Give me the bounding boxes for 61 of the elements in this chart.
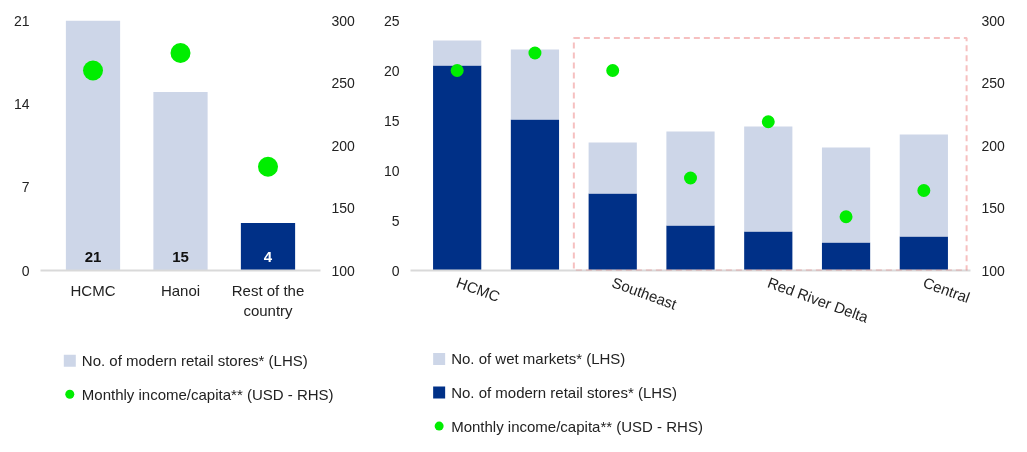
legend-label: No. of modern retail stores* (LHS) [81, 352, 308, 370]
y2-tick-label: 300 [331, 12, 356, 29]
bar [433, 40, 482, 66]
point [839, 210, 853, 224]
x-tick-label: HCMC [70, 281, 116, 299]
y-tick-label: 15 [383, 112, 400, 129]
y-tick-label: 21 [13, 12, 30, 29]
bar [821, 242, 871, 271]
bar [433, 65, 482, 271]
y-tick-label: 0 [21, 262, 30, 279]
point [606, 64, 620, 77]
y-tick-label: 14 [13, 95, 30, 112]
y2-tick-label: 200 [331, 137, 356, 154]
point [450, 64, 464, 77]
x-tick-label: Rest of the country [231, 281, 305, 319]
bar [510, 119, 560, 271]
bar [510, 49, 560, 120]
y2-tick-label: 150 [981, 200, 1006, 216]
x-tick-label: Red River Delta [765, 273, 872, 327]
bar [588, 142, 637, 194]
y-tick-label: 25 [383, 12, 400, 29]
y2-tick-label: 100 [331, 262, 356, 279]
point [170, 43, 191, 63]
bar [899, 134, 948, 237]
x-tick-label: Central [920, 273, 973, 307]
point [83, 60, 103, 81]
legend-label: No. of modern retail stores* (LHS) [451, 384, 678, 401]
bar [588, 193, 637, 271]
point [917, 184, 931, 197]
bar [65, 20, 121, 271]
point [761, 115, 775, 129]
point [684, 171, 697, 185]
y-tick-label: 10 [383, 162, 400, 179]
bar [899, 236, 948, 271]
data-label: 21 [84, 247, 102, 265]
point [528, 46, 542, 60]
bar [666, 131, 715, 226]
y2-tick-label: 200 [981, 137, 1006, 154]
y2-tick-label: 300 [981, 12, 1006, 29]
bar [744, 231, 793, 271]
legend-label: No. of wet markets* (LHS) [451, 350, 626, 368]
bar [666, 225, 715, 271]
data-label: 15 [172, 247, 189, 265]
legend-label: Monthly income/capita** (USD - RHS) [451, 417, 703, 435]
legend-label: Monthly income/capita** (USD - RHS) [81, 385, 334, 403]
bar [153, 91, 208, 271]
x-tick-label: HCMC [454, 273, 503, 305]
point [258, 156, 278, 177]
bar [821, 147, 871, 243]
y-tick-label: 7 [21, 179, 30, 196]
y2-tick-label: 250 [331, 75, 356, 91]
x-tick-label: Hanoi [160, 281, 201, 299]
y-tick-label: 5 [391, 212, 400, 229]
y2-tick-label: 250 [981, 75, 1006, 91]
bar [240, 222, 296, 271]
y2-tick-label: 100 [981, 262, 1006, 279]
bar [744, 126, 793, 232]
data-label: 4 [263, 247, 273, 265]
y-tick-label: 20 [383, 62, 400, 79]
y-tick-label: 0 [391, 262, 400, 279]
y2-tick-label: 150 [331, 200, 356, 216]
